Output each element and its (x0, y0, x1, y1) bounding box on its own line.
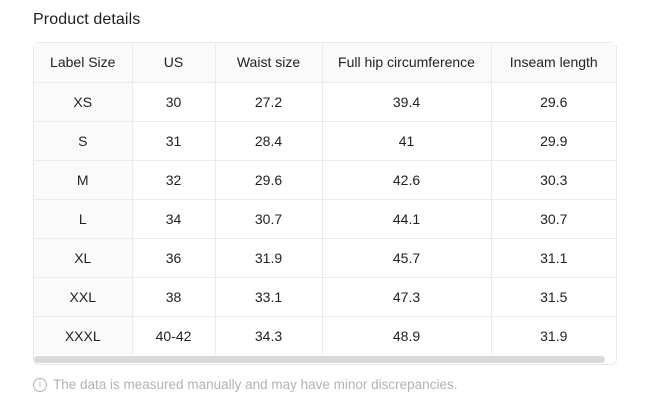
product-details-page: Product details Label Size US Waist size… (33, 11, 648, 392)
scrollbar-thumb[interactable] (34, 356, 605, 363)
cell-waist: 34.3 (214, 315, 322, 355)
cell-us: 36 (131, 237, 215, 277)
cell-waist: 27.2 (214, 81, 322, 121)
footer-note: i The data is measured manually and may … (33, 377, 648, 392)
table-row-m: M 32 29.6 42.6 30.3 (34, 159, 616, 199)
cell-hip: 48.9 (321, 315, 491, 355)
column-header-full-hip-circumference: Full hip circumference (321, 43, 491, 82)
cell-us: 31 (131, 120, 215, 160)
table-row-l: L 34 30.7 44.1 30.7 (34, 198, 616, 238)
table-header-row: Label Size US Waist size Full hip circum… (34, 43, 616, 82)
cell-inseam: 29.6 (490, 81, 616, 121)
cell-hip: 47.3 (321, 276, 491, 316)
info-icon: i (33, 377, 47, 392)
cell-inseam: 31.5 (490, 276, 616, 316)
row-label: L (34, 198, 132, 238)
row-label: XXL (34, 276, 132, 316)
table-row-xxxl: XXXL 40-42 34.3 48.9 31.9 (34, 315, 616, 355)
cell-waist: 29.6 (214, 159, 322, 199)
row-label: XL (34, 237, 132, 277)
row-label: XXXL (34, 315, 132, 355)
column-header-waist-size: Waist size (214, 43, 322, 82)
cell-inseam: 29.9 (490, 120, 616, 160)
table-row-xxl: XXL 38 33.1 47.3 31.5 (34, 276, 616, 316)
cell-us: 40-42 (131, 315, 215, 355)
cell-inseam: 30.3 (490, 159, 616, 199)
row-label: S (34, 120, 132, 160)
table-row-s: S 31 28.4 41 29.9 (34, 120, 616, 160)
column-header-inseam-length: Inseam length (490, 43, 616, 82)
table-row-xs: XS 30 27.2 39.4 29.6 (34, 81, 616, 121)
cell-hip: 45.7 (321, 237, 491, 277)
footer-note-text: The data is measured manually and may ha… (53, 377, 458, 392)
table-row-xl: XL 36 31.9 45.7 31.1 (34, 237, 616, 277)
page-title: Product details (33, 11, 141, 28)
size-table-container: Label Size US Waist size Full hip circum… (33, 42, 617, 365)
column-header-us: US (131, 43, 215, 82)
cell-us: 32 (131, 159, 215, 199)
cell-us: 30 (131, 81, 215, 121)
cell-inseam: 31.9 (490, 315, 616, 355)
cell-inseam: 30.7 (490, 198, 616, 238)
cell-inseam: 31.1 (490, 237, 616, 277)
cell-hip: 42.6 (321, 159, 491, 199)
size-table: Label Size US Waist size Full hip circum… (34, 43, 616, 355)
cell-hip: 39.4 (321, 81, 491, 121)
cell-waist: 28.4 (214, 120, 322, 160)
row-label: XS (34, 81, 132, 121)
column-header-label-size: Label Size (34, 43, 132, 82)
row-label: M (34, 159, 132, 199)
cell-waist: 31.9 (214, 237, 322, 277)
cell-waist: 33.1 (214, 276, 322, 316)
cell-us: 38 (131, 276, 215, 316)
cell-us: 34 (131, 198, 215, 238)
cell-hip: 44.1 (321, 198, 491, 238)
cell-hip: 41 (321, 120, 491, 160)
cell-waist: 30.7 (214, 198, 322, 238)
horizontal-scrollbar[interactable] (34, 355, 616, 364)
